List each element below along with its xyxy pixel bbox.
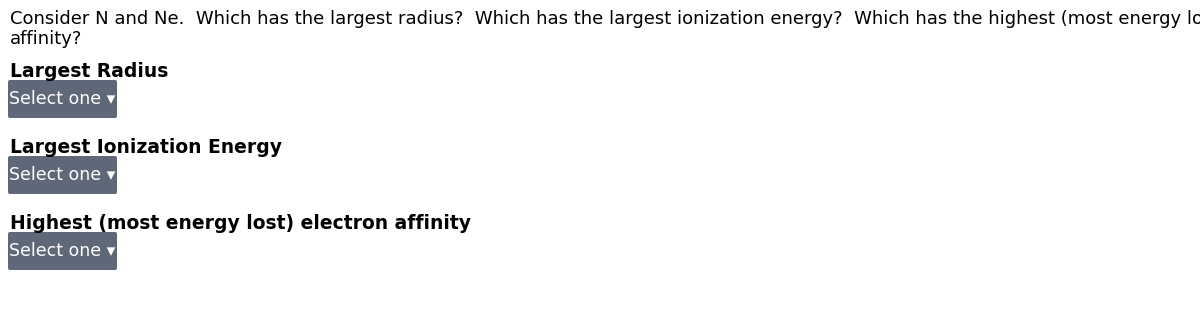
Text: affinity?: affinity?: [10, 30, 83, 48]
FancyBboxPatch shape: [8, 232, 118, 270]
Text: Select one ▾: Select one ▾: [10, 90, 115, 108]
Text: Largest Ionization Energy: Largest Ionization Energy: [10, 138, 282, 157]
Text: Highest (most energy lost) electron affinity: Highest (most energy lost) electron affi…: [10, 214, 470, 233]
FancyBboxPatch shape: [8, 80, 118, 118]
Text: Largest Radius: Largest Radius: [10, 62, 168, 81]
Text: Select one ▾: Select one ▾: [10, 166, 115, 184]
FancyBboxPatch shape: [8, 156, 118, 194]
Text: Select one ▾: Select one ▾: [10, 242, 115, 260]
Text: Consider N and Ne.  Which has the largest radius?  Which has the largest ionizat: Consider N and Ne. Which has the largest…: [10, 10, 1200, 28]
